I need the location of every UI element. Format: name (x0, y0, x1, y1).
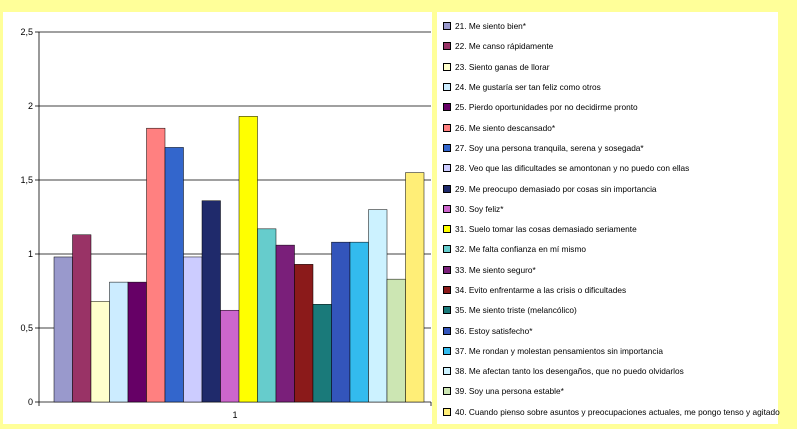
legend-swatch (443, 83, 451, 92)
bar (331, 241, 351, 403)
bar (386, 278, 406, 403)
y-tick-label: 2,5 (20, 27, 33, 37)
legend-label: 21. Me siento bien* (455, 21, 527, 32)
bar (127, 281, 147, 403)
legend-swatch (443, 346, 451, 355)
bar (53, 256, 73, 403)
bar (109, 281, 129, 403)
legend-swatch (443, 143, 451, 152)
bar (164, 147, 184, 403)
legend-label: 40. Cuando pienso sobre asuntos y preocu… (455, 406, 780, 417)
legend-item: 33. Me siento seguro* (443, 260, 778, 280)
legend-label: 24. Me gustaría ser tan feliz como otros (455, 82, 601, 93)
legend-item: 31. Suelo tomar las cosas demasiado seri… (443, 219, 778, 239)
legend-label: 39. Soy una persona estable* (455, 386, 564, 397)
legend-label: 26. Me siento descansado* (455, 122, 556, 133)
legend-label: 29. Me preocupo demasiado por cosas sin … (455, 183, 657, 194)
legend-item: 38. Me afectan tanto los desengaños, que… (443, 361, 778, 381)
y-tick-label: 0 (28, 397, 33, 407)
bar (72, 234, 92, 403)
legend-swatch (443, 306, 451, 315)
legend-swatch (443, 103, 451, 112)
legend-item: 27. Soy una persona tranquila, serena y … (443, 138, 778, 158)
legend-item: 29. Me preocupo demasiado por cosas sin … (443, 178, 778, 198)
legend-item: 25. Pierdo oportunidades por no decidirm… (443, 97, 778, 117)
legend-label: 30. Soy feliz* (455, 203, 504, 214)
legend-item: 40. Cuando pienso sobre asuntos y preocu… (443, 402, 780, 422)
legend-label: 32. Me falta confianza en mí mismo (455, 244, 586, 255)
legend-item: 32. Me falta confianza en mí mismo (443, 239, 778, 259)
bar (275, 244, 295, 403)
legend-swatch (443, 265, 451, 274)
chart-area: 0 0,5 1 1,5 2 2,5 1 (3, 12, 432, 424)
bar (257, 228, 277, 403)
bar (90, 301, 110, 403)
legend-item: 37. Me rondan y molestan pensamientos si… (443, 341, 778, 361)
legend-item: 34. Evito enfrentarme a las crisis o dif… (443, 280, 778, 300)
legend-swatch (443, 407, 451, 416)
legend-label: 33. Me siento seguro* (455, 264, 536, 275)
bar (312, 304, 332, 403)
bar (405, 172, 425, 403)
legend-label: 38. Me afectan tanto los desengaños, que… (455, 366, 684, 377)
legend-item: 22. Me canso rápidamente (443, 36, 778, 56)
legend-label: 35. Me siento triste (melancólico) (455, 305, 577, 316)
bar (220, 309, 240, 403)
legend-label: 36. Estoy satisfecho* (455, 325, 533, 336)
legend-swatch (443, 225, 451, 234)
bar (201, 200, 221, 403)
legend-label: 23. Siento ganas de llorar (455, 61, 550, 72)
legend-swatch (443, 42, 451, 51)
legend: 21. Me siento bien* 22. Me canso rápidame… (437, 12, 780, 424)
legend-item: 35. Me siento triste (melancólico) (443, 300, 778, 320)
legend-item: 24. Me gustaría ser tan feliz como otros (443, 77, 778, 97)
legend-label: 34. Evito enfrentarme a las crisis o dif… (455, 285, 627, 295)
bar (368, 209, 388, 403)
legend-swatch (443, 387, 451, 396)
legend-item: 23. Siento ganas de llorar (443, 57, 778, 77)
bar-chart: 0 0,5 1 1,5 2 2,5 1 (20, 27, 432, 420)
legend-item: 26. Me siento descansado* (443, 117, 778, 137)
legend-swatch (443, 184, 451, 193)
legend-label: 28. Veo que las dificultades se amontona… (455, 163, 690, 174)
legend-swatch (443, 286, 451, 294)
y-tick-label: 1,5 (20, 175, 33, 185)
legend-swatch (443, 204, 451, 213)
bar (146, 127, 166, 403)
legend-swatch (443, 326, 451, 335)
category-label: 1 (232, 410, 237, 420)
legend-swatch (443, 62, 451, 71)
bar (183, 256, 203, 403)
legend-item: 21. Me siento bien* (443, 16, 778, 36)
legend-label: 37. Me rondan y molestan pensamientos si… (455, 345, 663, 356)
legend-label: 25. Pierdo oportunidades por no decidirm… (455, 102, 638, 113)
legend-swatch (443, 164, 451, 173)
y-tick-label: 2 (28, 101, 33, 111)
legend-swatch (443, 123, 451, 132)
legend-item: 39. Soy una persona estable* (443, 381, 778, 401)
legend-item: 30. Soy feliz* (443, 199, 778, 219)
legend-label: 27. Soy una persona tranquila, serena y … (455, 142, 644, 153)
legend-swatch (443, 367, 451, 376)
y-tick-label: 0,5 (20, 323, 33, 333)
legend-swatch (443, 22, 451, 31)
legend-label: 31. Suelo tomar las cosas demasiado seri… (455, 224, 637, 235)
bar (349, 241, 369, 403)
legend-item: 28. Veo que las dificultades se amontona… (443, 158, 778, 178)
legend-label: 22. Me canso rápidamente (455, 41, 554, 52)
y-tick-label: 1 (28, 249, 33, 259)
legend-swatch (443, 245, 451, 254)
legend-item: 36. Estoy satisfecho* (443, 320, 778, 340)
bar (238, 116, 258, 403)
bar (294, 264, 314, 403)
